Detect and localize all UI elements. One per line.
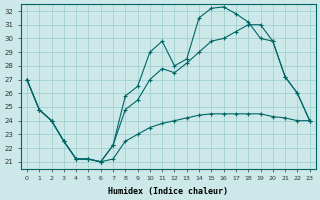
X-axis label: Humidex (Indice chaleur): Humidex (Indice chaleur) [108,187,228,196]
